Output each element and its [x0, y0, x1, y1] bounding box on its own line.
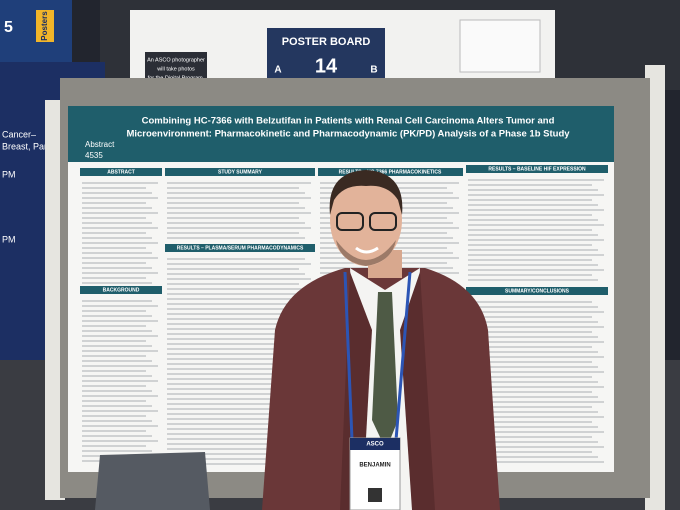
section-title: BACKGROUND	[103, 287, 140, 293]
section-title: RESULTS – BASELINE HIF EXPRESSION	[488, 166, 586, 172]
banner-line: Breast, Pancreat	[2, 141, 70, 151]
poster-title: Microenvironment: Pharmacokinetic and Ph…	[126, 129, 570, 140]
sign-title: POSTER BOARD	[282, 36, 371, 48]
tie	[372, 292, 398, 450]
posters-tag	[36, 10, 54, 42]
lapel	[400, 272, 435, 510]
glasses	[369, 212, 397, 231]
sign-number: 14	[315, 55, 338, 77]
section-bar	[318, 168, 463, 176]
section-title: STUDY SUMMARY	[218, 169, 263, 175]
section-headers	[80, 165, 608, 295]
face	[330, 174, 402, 266]
abstract-number: 4535	[85, 151, 103, 160]
sign-side: B	[370, 65, 377, 76]
section-bar	[466, 165, 608, 173]
section-bar	[165, 168, 315, 176]
section-title: SUMMARY/CONCLUSIONS	[505, 288, 570, 294]
banner-number: 5	[4, 19, 13, 36]
badge-header	[350, 438, 400, 450]
sign-side: A	[274, 65, 281, 76]
floor-map	[459, 19, 541, 73]
badge-org: ASCO	[366, 442, 384, 448]
banner-label: Posters	[40, 11, 49, 41]
poster-title: Combining HC-7366 with Belzutifan in Pat…	[142, 116, 555, 127]
badge-qr	[368, 488, 382, 502]
section-bar	[466, 287, 608, 295]
section-title: ABSTRACT	[107, 169, 135, 175]
hair	[329, 170, 403, 215]
notice-line: An ASCO photographer	[147, 57, 205, 63]
section-title: RESULTS – PLASMA/SERUM PHARMACODYNAMICS	[177, 245, 304, 251]
section-bar	[80, 286, 162, 294]
lanyard	[343, 271, 412, 441]
badge-name: BENJAMIN	[359, 463, 390, 469]
banner-line: Cancer–	[2, 129, 36, 139]
smile	[355, 246, 379, 254]
banner-line: PM	[2, 169, 16, 179]
poster-header	[68, 106, 614, 162]
section-bar	[165, 244, 315, 252]
abstract-label: Abstract	[85, 140, 115, 149]
notice-line: will take photos	[156, 66, 195, 72]
beard	[336, 240, 396, 266]
glasses	[336, 212, 364, 231]
section-title: RESULTS – HC-7366 PHARMACOKINETICS	[339, 169, 442, 175]
section-bar	[80, 168, 162, 176]
banner-line: PM	[2, 234, 16, 244]
chair	[95, 452, 210, 510]
